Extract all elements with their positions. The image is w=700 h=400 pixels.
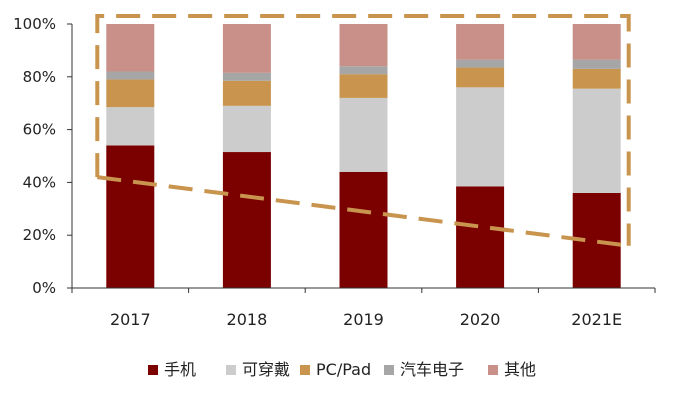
bar-segment-2018-2	[222, 80, 271, 106]
bar-segment-2020-2	[456, 67, 505, 88]
highlight-dashed-box	[95, 14, 631, 246]
bar-segment-2021E-1	[572, 88, 621, 193]
bar-segment-2019-4	[339, 24, 388, 67]
legend-label-0: 手机	[164, 360, 196, 379]
y-tick-label: 0%	[32, 279, 56, 297]
legend-label-2: PC/Pad	[316, 360, 371, 379]
trend-dashed-line	[97, 175, 629, 248]
bar-segment-2018-4	[222, 24, 271, 73]
bar-segment-2019-0	[339, 171, 388, 288]
y-tick-label: 100%	[13, 15, 56, 33]
x-tick-label: 2017	[110, 310, 151, 329]
bar-segment-2020-4	[456, 24, 505, 60]
bar-segment-2017-3	[106, 71, 155, 80]
x-tick-label: 2020	[460, 310, 501, 329]
bar-segment-2017-0	[106, 145, 155, 288]
bars-group	[106, 24, 621, 288]
y-axis-ticks: 0% 20% 40% 60% 80% 100%	[13, 15, 72, 297]
bar-segment-2020-1	[456, 87, 505, 187]
y-tick-label: 60%	[23, 121, 56, 139]
x-tick-label: 2021E	[571, 310, 622, 329]
bar-segment-2018-1	[222, 105, 271, 153]
x-axis-labels: 2017 2018 2019 2020 2021E	[110, 310, 622, 329]
legend: 手机 可穿戴 PC/Pad 汽车电子 其他	[148, 360, 536, 379]
bar-segment-2018-0	[222, 152, 271, 288]
legend-swatch-2	[300, 365, 310, 375]
bar-segment-2020-3	[456, 59, 505, 68]
legend-swatch-0	[148, 365, 158, 375]
bar-segment-2019-3	[339, 66, 388, 75]
bar-segment-2020-0	[456, 186, 505, 288]
legend-swatch-4	[488, 365, 498, 375]
bar-segment-2017-1	[106, 107, 155, 146]
y-tick-label: 40%	[23, 173, 56, 191]
x-tick-label: 2019	[343, 310, 384, 329]
annotations	[95, 14, 631, 248]
legend-label-1: 可穿戴	[242, 360, 290, 379]
bar-segment-2019-1	[339, 97, 388, 172]
bar-segment-2019-2	[339, 74, 388, 98]
y-tick-label: 20%	[23, 226, 56, 244]
bar-segment-2018-3	[222, 72, 271, 81]
legend-swatch-1	[226, 365, 236, 375]
bar-segment-2017-2	[106, 79, 155, 108]
legend-swatch-3	[384, 365, 394, 375]
legend-label-4: 其他	[504, 360, 536, 379]
bar-segment-2021E-3	[572, 59, 621, 69]
axes	[71, 24, 656, 293]
bar-segment-2021E-4	[572, 24, 621, 60]
x-tick-label: 2018	[227, 310, 268, 329]
legend-label-3: 汽车电子	[400, 360, 464, 379]
y-tick-label: 80%	[23, 68, 56, 86]
bar-segment-2017-4	[106, 24, 155, 72]
bar-segment-2021E-2	[572, 68, 621, 89]
